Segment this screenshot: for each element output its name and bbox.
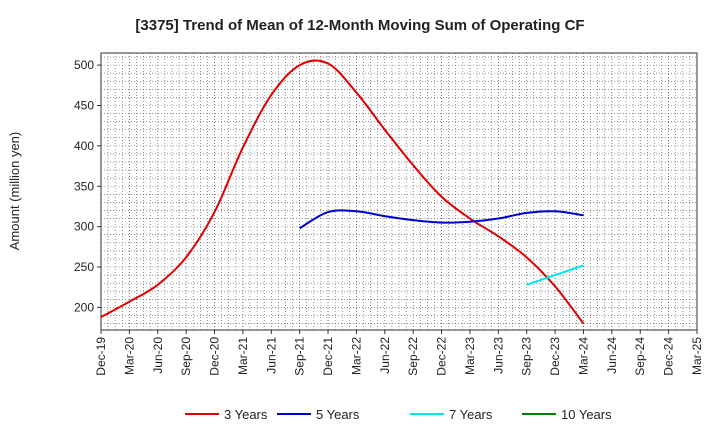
y-axis: 200 250 300 350 400 450 500 (74, 58, 101, 314)
y-tick-label: 500 (74, 58, 94, 72)
x-tick-label: Dec-23 (548, 337, 562, 376)
x-tick-label: Dec-20 (208, 337, 222, 376)
x-tick-label: Sep-20 (179, 337, 193, 376)
x-tick-label: Jun-22 (378, 337, 392, 374)
y-tick-label: 200 (74, 300, 94, 314)
y-tick-label: 450 (74, 98, 94, 112)
series-layer (100, 59, 585, 325)
legend-label-3-years: 3 Years (224, 407, 268, 422)
series-line-5-years (299, 209, 584, 230)
legend-label-7-years: 7 Years (449, 407, 493, 422)
x-tick-label: Sep-24 (633, 337, 647, 376)
x-tick-label: Mar-22 (349, 337, 363, 375)
x-tick-label: Mar-21 (236, 337, 250, 375)
y-tick-label: 350 (74, 179, 94, 193)
y-tick-label: 250 (74, 260, 94, 274)
x-tick-label: Dec-19 (94, 337, 108, 376)
x-tick-label: Jun-24 (605, 337, 619, 374)
x-tick-label: Sep-21 (293, 337, 307, 376)
series-line-3-years (100, 59, 585, 325)
x-tick-label: Jun-20 (151, 337, 165, 374)
legend-label-5-years: 5 Years (316, 407, 360, 422)
x-tick-label: Dec-22 (435, 337, 449, 376)
plot-area (100, 52, 698, 331)
x-tick-label: Jun-21 (264, 337, 278, 374)
y-tick-label: 300 (74, 220, 94, 234)
chart-title: [3375] Trend of Mean of 12-Month Moving … (135, 17, 584, 34)
legend: 3 Years 5 Years 7 Years 10 Years (185, 407, 612, 422)
x-tick-label: Sep-23 (520, 337, 534, 376)
x-tick-label: Mar-25 (690, 337, 704, 375)
y-tick-label: 400 (74, 139, 94, 153)
x-axis: Dec-19 Mar-20 Jun-20 Sep-20 Dec-20 Mar-21 Jun-… (94, 330, 704, 376)
x-tick-label: Dec-21 (321, 337, 335, 376)
x-tick-label: Jun-23 (491, 337, 505, 374)
series-line-7-years (526, 264, 584, 286)
legend-label-10-years: 10 Years (561, 407, 612, 422)
x-tick-label: Mar-20 (122, 337, 136, 375)
grid-lines (100, 53, 698, 330)
x-tick-label: Mar-23 (463, 337, 477, 375)
x-tick-label: Mar-24 (576, 337, 590, 375)
x-tick-label: Sep-22 (406, 337, 420, 376)
x-tick-label: Dec-24 (662, 337, 676, 376)
y-axis-label: Amount (million yen) (7, 132, 22, 251)
